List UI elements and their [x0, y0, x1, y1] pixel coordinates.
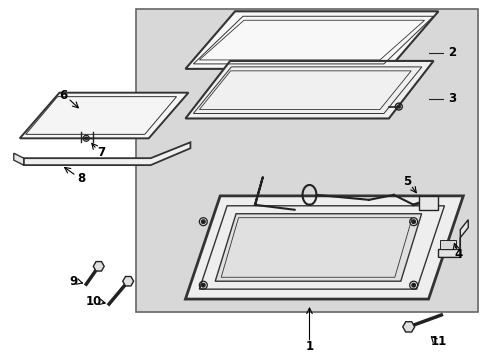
Bar: [418, 196, 438, 210]
Circle shape: [396, 105, 400, 108]
Text: 9: 9: [69, 275, 77, 288]
Text: 10: 10: [86, 294, 102, 307]
Text: 8: 8: [77, 171, 85, 185]
Polygon shape: [20, 93, 188, 138]
Text: 2: 2: [447, 46, 455, 59]
Text: 3: 3: [447, 92, 455, 105]
Circle shape: [85, 137, 87, 140]
Text: 7: 7: [97, 146, 105, 159]
Polygon shape: [185, 11, 438, 69]
Text: 11: 11: [429, 335, 446, 348]
Bar: [440, 239, 455, 249]
Polygon shape: [215, 214, 421, 281]
Text: 5: 5: [402, 175, 410, 189]
Polygon shape: [122, 276, 133, 286]
Text: 6: 6: [59, 89, 67, 102]
Polygon shape: [14, 153, 24, 165]
Polygon shape: [438, 220, 468, 257]
Text: 4: 4: [453, 248, 462, 261]
Polygon shape: [93, 262, 104, 271]
Circle shape: [201, 283, 204, 287]
Circle shape: [201, 220, 204, 224]
Polygon shape: [185, 196, 462, 299]
Polygon shape: [24, 142, 190, 165]
Polygon shape: [185, 61, 433, 118]
Polygon shape: [402, 322, 414, 332]
Text: 1: 1: [305, 340, 313, 353]
Bar: [136, 9, 477, 312]
Circle shape: [411, 220, 415, 224]
Circle shape: [411, 283, 415, 287]
